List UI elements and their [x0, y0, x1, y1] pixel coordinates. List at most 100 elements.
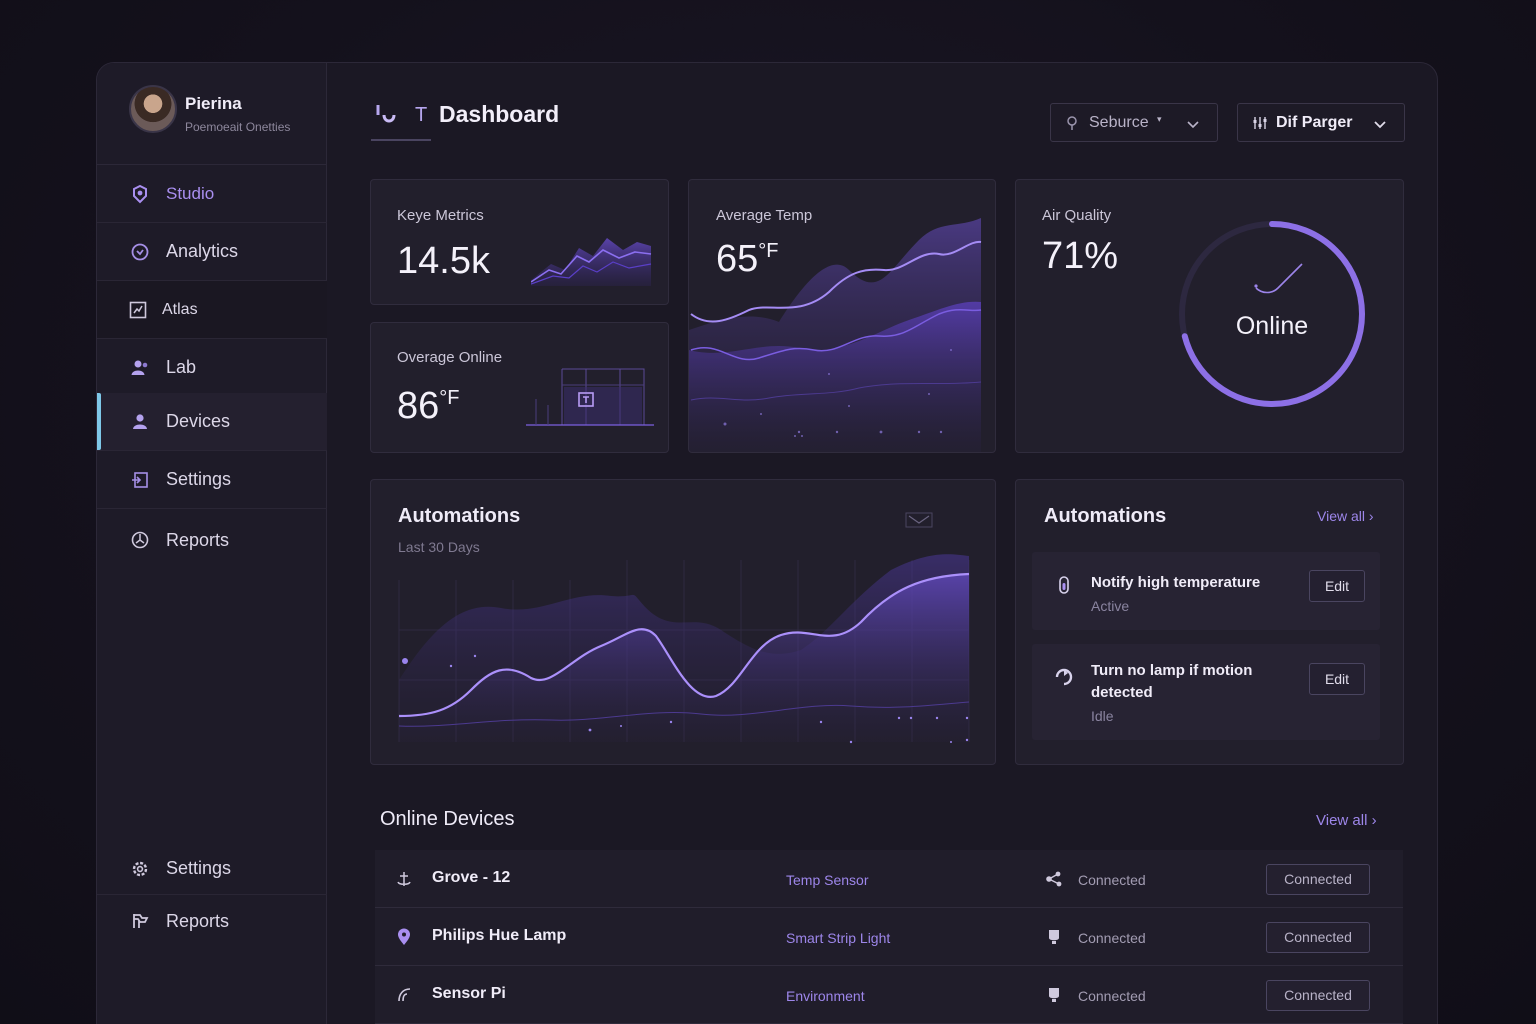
page-title: Dashboard — [439, 101, 560, 127]
range-dropdown[interactable]: Dif Parger — [1237, 103, 1405, 142]
online-devices-title: Online Devices — [380, 808, 515, 830]
devices-table: Grove - 12 Temp Sensor Connected Connect… — [375, 850, 1403, 1024]
device-type: Smart Strip Light — [786, 930, 891, 946]
search-icon — [1067, 116, 1077, 130]
sidebar: Pierina Poemoeait Onetties Studio Analyt… — [97, 63, 327, 1024]
sidebar-item-label: Settings — [166, 858, 232, 878]
keye-metrics-label: Keye Metrics — [397, 207, 484, 224]
profile-subtitle: Poemoeait Onetties — [185, 120, 291, 134]
brand-logo-icon — [376, 105, 396, 123]
average-temp-chart — [689, 218, 982, 452]
profile-name: Pierina — [185, 94, 242, 113]
average-online-value: 86°F — [397, 385, 460, 427]
caret-icon: ▾ — [1157, 114, 1162, 124]
automations-chart-card: Automations Last 30 Days — [370, 479, 996, 765]
app-window: Pierina Poemoeait Onetties Studio Analyt… — [96, 62, 1438, 1024]
lamp-icon — [1049, 988, 1059, 1002]
device-name: Philips Hue Lamp — [432, 927, 567, 944]
average-temp-value: 65°F — [716, 238, 779, 280]
sidebar-item-studio[interactable]: Studio — [97, 165, 327, 223]
analytics-icon — [131, 243, 149, 260]
table-row[interactable]: Philips Hue Lamp Smart Strip Light Conne… — [375, 908, 1403, 966]
range-dropdown-label: Dif Parger — [1276, 114, 1353, 131]
automations-list-card: Automations View all › Notify high tempe… — [1015, 479, 1404, 765]
status-badge[interactable]: Connected — [1266, 980, 1370, 1011]
thermometer-icon — [1059, 576, 1069, 594]
automations-chart-title: Automations — [398, 505, 521, 527]
device-type: Environment — [786, 988, 865, 1004]
title-underline — [371, 139, 431, 141]
automations-view-all-link[interactable]: View all › — [1317, 508, 1374, 524]
sidebar-item-label: Lab — [166, 357, 197, 377]
sidebar-bottom-settings[interactable]: Settings — [97, 843, 327, 895]
location-pin-icon — [398, 928, 410, 945]
lab-icon — [131, 360, 148, 375]
sidebar-item-settings[interactable]: Settings — [97, 451, 327, 509]
source-dropdown[interactable]: Seburce ▾ — [1050, 103, 1218, 142]
automation-item[interactable]: Notify high temperature Active Edit — [1032, 552, 1380, 630]
air-quality-value: 71% — [1042, 235, 1119, 277]
automations-area-chart — [398, 554, 970, 744]
share-icon — [1046, 871, 1062, 887]
air-quality-gauge — [1179, 221, 1365, 407]
brand-letter: T — [415, 104, 428, 126]
avatar[interactable] — [129, 85, 177, 133]
anchor-icon — [397, 872, 411, 886]
automation-status: Active — [1091, 598, 1130, 614]
devices-view-all-link[interactable]: View all › — [1316, 812, 1377, 829]
lamp-icon — [1049, 930, 1059, 944]
automation-item[interactable]: Turn no lamp if motion detected Idle Edi… — [1032, 644, 1380, 740]
chart-expand-icon[interactable] — [905, 512, 935, 530]
table-row[interactable]: Grove - 12 Temp Sensor Connected Connect… — [375, 850, 1403, 908]
device-name: Grove - 12 — [432, 869, 511, 886]
chevron-down-icon — [1187, 121, 1199, 129]
sidebar-item-label: Settings — [166, 469, 232, 489]
automation-status: Idle — [1091, 708, 1114, 724]
user-profile[interactable]: Pierina Poemoeait Onetties — [97, 63, 327, 165]
air-quality-status: Online — [1235, 312, 1309, 340]
device-type: Temp Sensor — [786, 872, 869, 888]
table-row[interactable]: Sensor Pi Environment Connected Connecte… — [375, 966, 1403, 1024]
sidebar-item-label: Atlas — [162, 300, 198, 318]
atlas-icon — [129, 301, 147, 318]
sidebar-item-label: Studio — [166, 183, 215, 203]
refresh-icon — [1055, 668, 1073, 686]
automations-chart-subtitle: Last 30 Days — [398, 539, 480, 555]
device-connection: Connected — [1078, 988, 1146, 1004]
devices-icon — [133, 413, 147, 429]
studio-icon — [133, 184, 147, 203]
reports-icon — [131, 531, 149, 549]
device-connection: Connected — [1078, 872, 1146, 888]
filter-icon — [1253, 117, 1267, 129]
sidebar-item-lab[interactable]: Lab — [97, 339, 327, 397]
source-dropdown-label: Seburce — [1089, 114, 1149, 131]
automation-title: Turn no lamp if motion detected — [1091, 662, 1253, 701]
gauge-progress-arc — [1179, 221, 1365, 407]
average-temp-label: Average Temp — [716, 207, 813, 224]
average-temp-card[interactable]: Average Temp 65°F — [688, 179, 996, 453]
air-quality-card[interactable]: Air Quality 71% Online — [1015, 179, 1404, 453]
settings-icon — [132, 471, 148, 488]
sidebar-item-analytics[interactable]: Analytics — [97, 223, 327, 281]
status-badge[interactable]: Connected — [1266, 864, 1370, 895]
signal-icon — [398, 988, 411, 1002]
edit-button[interactable]: Edit — [1309, 570, 1365, 602]
sidebar-item-atlas[interactable]: Atlas — [97, 281, 327, 339]
sidebar-item-label: Reports — [166, 910, 230, 931]
sidebar-item-label: Devices — [166, 411, 231, 431]
average-online-label: Overage Online — [397, 349, 503, 366]
keye-metrics-value: 14.5k — [397, 240, 490, 282]
gear-icon — [132, 861, 148, 876]
average-online-card[interactable]: Overage Online 86°F — [370, 322, 669, 453]
edit-button[interactable]: Edit — [1309, 663, 1365, 695]
sidebar-bottom-reports[interactable]: Reports — [97, 895, 327, 947]
air-quality-label: Air Quality — [1042, 207, 1112, 224]
sidebar-item-label: Analytics — [166, 241, 239, 261]
sidebar-item-reports[interactable]: Reports — [97, 511, 327, 569]
keye-metrics-card[interactable]: Keye Metrics 14.5k — [370, 179, 669, 305]
automations-list-title: Automations — [1044, 505, 1167, 527]
sidebar-item-devices[interactable]: Devices — [97, 393, 327, 451]
status-badge[interactable]: Connected — [1266, 922, 1370, 953]
sidebar-item-label: Reports — [166, 529, 230, 550]
reports-icon — [133, 914, 149, 928]
